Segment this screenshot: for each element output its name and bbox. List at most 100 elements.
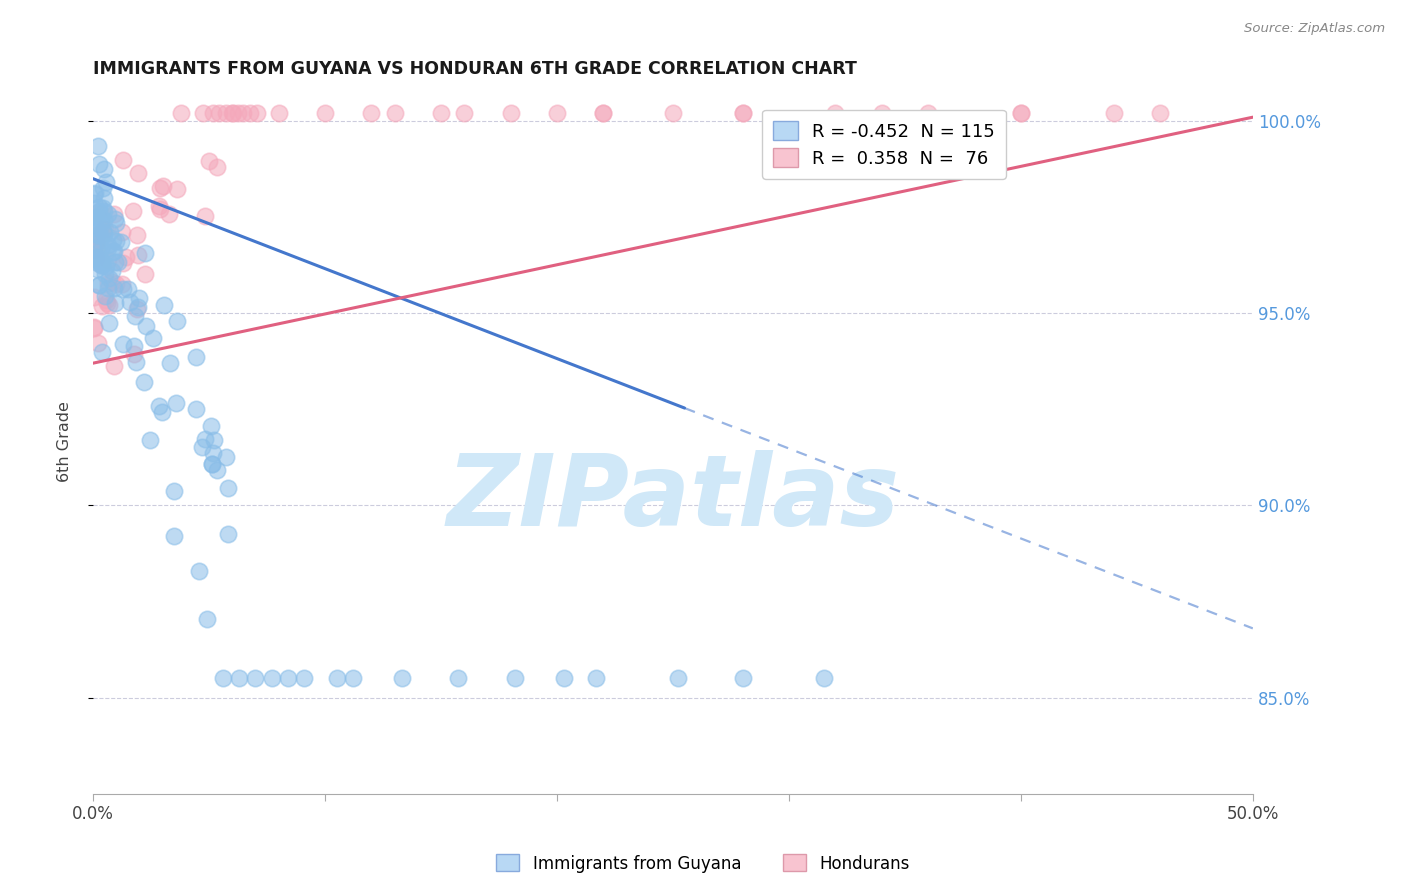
Point (103, 244, 125, 259)
Point (111, 277, 134, 291)
Point (666, 671, 689, 685)
Point (212, 671, 235, 685)
Point (96, 260, 118, 274)
Point (90, 258, 112, 272)
Point (917, 106, 939, 120)
Point (98, 271, 121, 285)
Point (246, 106, 269, 120)
Point (135, 318, 157, 333)
Point (103, 281, 125, 295)
Point (208, 106, 231, 120)
Point (100, 276, 122, 290)
Point (391, 671, 413, 685)
Point (813, 671, 835, 685)
Point (1102, 106, 1125, 120)
Point (1010, 106, 1032, 120)
Point (87, 277, 110, 292)
Point (83, 216, 105, 230)
Point (96, 175, 118, 189)
Point (86, 205, 108, 219)
Point (202, 434, 225, 448)
Point (87, 200, 110, 214)
Point (207, 160, 229, 174)
Text: Source: ZipAtlas.com: Source: ZipAtlas.com (1244, 22, 1385, 36)
Point (163, 528, 186, 542)
Point (103, 359, 125, 373)
Point (1149, 106, 1171, 120)
Point (101, 264, 124, 278)
Point (110, 235, 132, 249)
Point (226, 106, 249, 120)
Point (277, 671, 299, 685)
Point (193, 106, 215, 120)
Point (342, 671, 364, 685)
Point (187, 564, 209, 578)
Point (83, 244, 105, 258)
Point (191, 440, 214, 454)
Point (84, 233, 107, 247)
Point (97, 252, 120, 267)
Legend: Immigrants from Guyana, Hondurans: Immigrants from Guyana, Hondurans (489, 847, 917, 880)
Point (93, 191, 115, 205)
Point (499, 106, 522, 120)
Point (201, 106, 224, 120)
Point (90, 258, 112, 272)
Point (97, 298, 120, 312)
Point (314, 106, 336, 120)
Point (238, 106, 260, 120)
Point (184, 401, 207, 416)
Point (104, 212, 127, 227)
Point (731, 671, 754, 685)
Point (97, 238, 120, 252)
Point (122, 347, 145, 361)
Point (112, 153, 135, 167)
Point (194, 432, 217, 446)
Point (97, 207, 120, 221)
Point (553, 671, 575, 685)
Point (124, 309, 146, 323)
Point (163, 484, 186, 499)
Point (184, 350, 207, 364)
Point (215, 106, 238, 120)
Point (83, 186, 105, 201)
Point (90, 212, 112, 227)
Point (86, 335, 108, 350)
Point (90, 227, 112, 241)
Point (93, 162, 115, 177)
Point (91, 181, 114, 195)
Point (662, 106, 685, 120)
Point (1010, 106, 1032, 120)
Point (93, 203, 115, 218)
Point (84, 236, 107, 251)
Text: ZIPatlas: ZIPatlas (446, 450, 900, 547)
Point (83, 251, 105, 265)
Point (84, 250, 107, 264)
Point (90, 300, 112, 314)
Point (124, 339, 146, 353)
Point (87, 157, 110, 171)
Point (112, 337, 135, 351)
Point (89, 219, 111, 234)
Point (117, 282, 139, 296)
Point (150, 405, 173, 419)
Point (84, 251, 107, 265)
Point (127, 227, 149, 242)
Point (94, 289, 117, 303)
Point (97, 276, 120, 290)
Point (104, 296, 127, 310)
Point (731, 106, 754, 120)
Point (86, 227, 108, 242)
Point (97, 241, 120, 255)
Point (101, 233, 124, 247)
Point (125, 354, 148, 368)
Point (94, 222, 117, 236)
Legend: R = -0.452  N = 115, R =  0.358  N =  76: R = -0.452 N = 115, R = 0.358 N = 76 (762, 110, 1007, 178)
Point (503, 671, 526, 685)
Point (97, 280, 120, 294)
Point (360, 106, 382, 120)
Point (98, 225, 121, 239)
Point (94, 267, 117, 281)
Point (447, 671, 470, 685)
Point (170, 106, 193, 120)
Point (148, 400, 170, 414)
